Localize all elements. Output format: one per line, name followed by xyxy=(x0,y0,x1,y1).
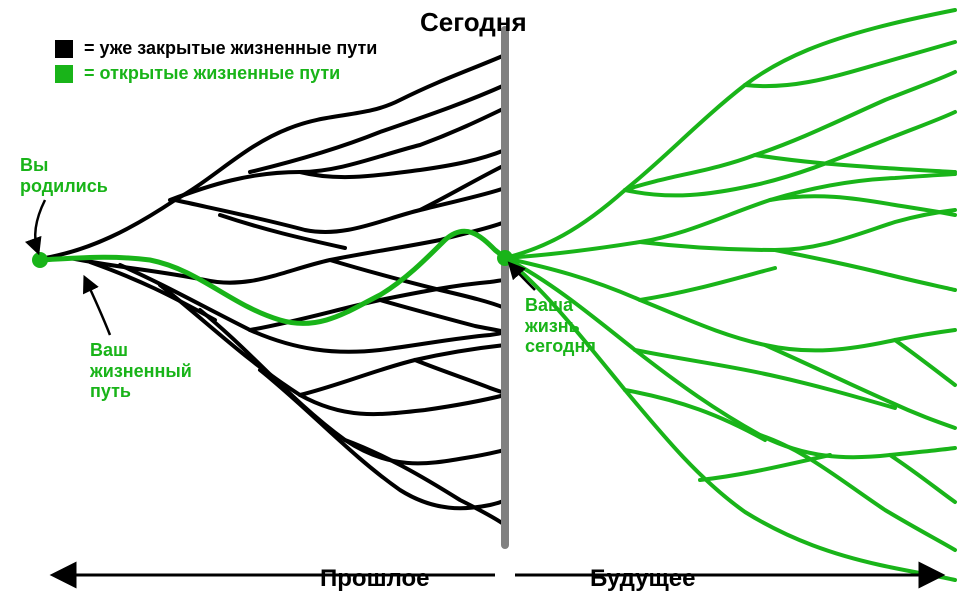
life-today-label: Вашажизньсегодня xyxy=(525,295,596,357)
closed-branch xyxy=(200,310,505,463)
legend-open-text: = открытые жизненные пути xyxy=(84,63,340,83)
open-branch xyxy=(770,196,955,215)
future-label: Будущее xyxy=(590,565,696,593)
legend-open: = открытые жизненные пути xyxy=(55,63,377,84)
open-branch xyxy=(625,112,955,195)
past-label: Прошлое xyxy=(320,565,430,593)
closed-branch xyxy=(175,188,505,232)
legend-closed: = уже закрытые жизненные пути xyxy=(55,38,377,59)
closed-branch xyxy=(45,55,505,258)
closed-branch xyxy=(120,265,505,352)
open-branch xyxy=(640,268,775,300)
closed-branch xyxy=(380,300,505,332)
open-branch xyxy=(505,174,955,258)
born-label: Выродились xyxy=(20,155,108,196)
your-path-label: Вашжизненныйпуть xyxy=(90,340,192,402)
legend: = уже закрытые жизненные пути = открытые… xyxy=(55,38,377,83)
open-branch xyxy=(890,455,955,502)
legend-closed-text: = уже закрытые жизненные пути xyxy=(84,38,377,58)
closed-branch xyxy=(415,360,505,393)
open-branch xyxy=(505,258,955,457)
legend-square-closed xyxy=(55,40,73,58)
open-branch xyxy=(755,155,955,172)
today-label: Сегодня xyxy=(420,8,527,38)
arrow-born xyxy=(35,200,45,252)
open-branch xyxy=(505,10,955,258)
open-branch xyxy=(895,340,955,385)
closed-branch xyxy=(300,150,505,177)
closed-branch xyxy=(170,108,505,200)
origin-point xyxy=(32,252,48,268)
arrow-your_path xyxy=(85,278,110,335)
closed-branch xyxy=(420,165,505,210)
open-branch xyxy=(765,345,955,428)
open-branch xyxy=(700,455,830,480)
legend-square-open xyxy=(55,65,73,83)
open-branch xyxy=(775,250,955,290)
